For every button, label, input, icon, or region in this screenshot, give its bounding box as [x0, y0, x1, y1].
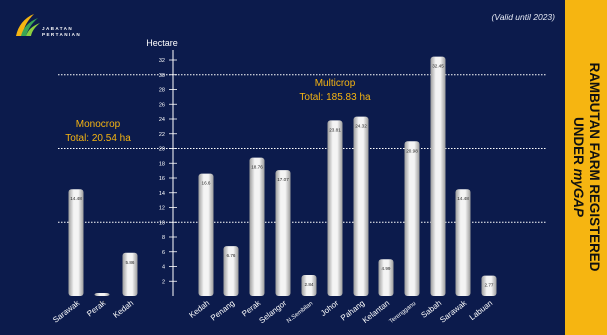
y-axis-title: Hectare	[146, 38, 178, 48]
title-line-2: UNDER myGAP	[570, 7, 586, 327]
value-label: 17.07	[277, 177, 289, 182]
bar-multicrop-penang	[223, 246, 239, 296]
bar-multicrop-terengganu	[404, 141, 420, 296]
bar-monocrop-perak	[94, 293, 110, 296]
y-tick-label-18: 18	[159, 161, 165, 167]
bar-multicrop-pahang	[353, 116, 369, 296]
bar-multicrop-kelantan	[378, 259, 394, 296]
y-tick-label-10: 10	[159, 220, 165, 226]
y-tick-label-2: 2	[162, 279, 165, 285]
value-label: 16.6	[202, 181, 211, 186]
bar-multicrop-perak	[249, 157, 265, 296]
y-tick-label-16: 16	[159, 176, 165, 182]
y-tick-label-20: 20	[159, 147, 165, 153]
bar-monocrop-kedah	[122, 252, 138, 296]
validity-note: (Valid until 2023)	[491, 12, 555, 22]
category-label: Penang	[209, 298, 236, 322]
y-tick-label-6: 6	[162, 250, 165, 256]
category-label: Sarawak	[438, 298, 469, 325]
y-tick-label-14: 14	[159, 191, 165, 197]
value-label: 14.48	[70, 196, 82, 201]
value-label: 2.77	[485, 283, 494, 288]
brand-line-1: JABATAN	[42, 26, 74, 31]
group-total-multicrop: Total: 185.83 ha	[299, 92, 371, 103]
y-tick-label-32: 32	[159, 58, 165, 64]
brand-line-2: PERTANIAN	[42, 32, 82, 37]
group-label-multicrop: Multicrop	[315, 78, 356, 89]
value-label: 20.98	[406, 148, 418, 153]
title-line-1: RAMBUTAN FARM REGISTERED	[587, 62, 602, 272]
title-line-2-italic: myGAP	[571, 168, 586, 217]
y-tick-label-30: 30	[159, 73, 165, 79]
category-label: Kedah	[187, 298, 211, 319]
category-label: Sarawak	[51, 298, 82, 325]
value-label: 24.32	[355, 124, 367, 129]
value-label: 4.99	[382, 266, 391, 271]
category-label: Selangor	[257, 298, 288, 325]
y-tick-label-8: 8	[162, 235, 165, 241]
slide-title: RAMBUTAN FARM REGISTERED UNDER myGAP	[570, 7, 602, 327]
value-label: 6.76	[227, 253, 236, 258]
bar-multicrop-labuan	[481, 275, 497, 296]
value-label: 32.45	[432, 64, 444, 69]
group-label-monocrop: Monocrop	[76, 119, 121, 130]
y-tick-label-12: 12	[159, 206, 165, 212]
y-tick-label-22: 22	[159, 132, 165, 138]
bar-multicrop-sabah	[430, 56, 446, 297]
title-sidebar: RAMBUTAN FARM REGISTERED UNDER myGAP	[565, 0, 607, 335]
category-label: Labuan	[468, 298, 495, 322]
bar-multicrop-johor	[327, 120, 343, 297]
bar-multicrop-selangor	[275, 170, 291, 296]
category-label: Kelantan	[361, 298, 391, 325]
value-label: 0.2	[99, 300, 106, 305]
title-line-2-prefix: UNDER	[571, 117, 586, 169]
y-tick-label-28: 28	[159, 88, 165, 94]
category-label: Johor	[319, 298, 341, 318]
y-tick-label-4: 4	[162, 265, 165, 271]
doa-logo: JABATAN PERTANIAN	[8, 6, 118, 46]
bar-multicrop-kedah	[198, 173, 214, 296]
category-label: N.Sembilan	[286, 301, 314, 325]
leaf-logo-icon	[16, 14, 40, 36]
value-label: 23.81	[329, 127, 341, 132]
bar-multicrop-nsembilan	[301, 275, 317, 296]
y-tick-label-26: 26	[159, 102, 165, 108]
value-label: 5.86	[126, 260, 135, 265]
category-label: Kedah	[111, 298, 135, 319]
value-label: 18.76	[251, 165, 263, 170]
value-label: 14.48	[457, 196, 469, 201]
value-label: 2.84	[305, 282, 314, 287]
group-total-monocrop: Total: 20.54 ha	[65, 133, 131, 144]
bar-multicrop-sarawak	[455, 189, 471, 296]
y-tick-label-24: 24	[159, 117, 165, 123]
bar-monocrop-sarawak	[68, 189, 84, 296]
category-label: Terengganu	[389, 301, 418, 325]
